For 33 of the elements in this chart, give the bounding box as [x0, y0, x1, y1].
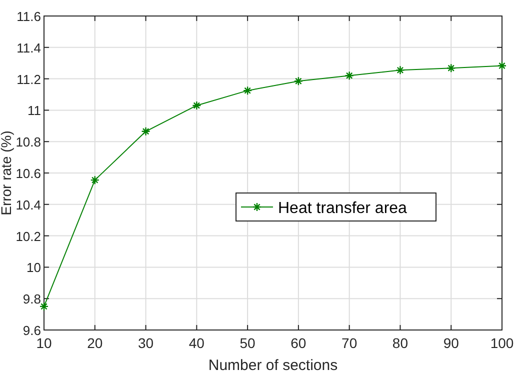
point [242, 86, 252, 96]
point [192, 100, 202, 110]
y-tick-label: 9.6 [22, 323, 41, 338]
legend-label: Heat transfer area [278, 200, 408, 217]
y-tick-label: 9.8 [22, 292, 41, 307]
x-tick-label: 50 [240, 335, 256, 351]
point [141, 126, 150, 136]
point [396, 66, 405, 75]
x-tick-label: 70 [342, 335, 358, 351]
point [39, 302, 49, 312]
y-tick-label: 11 [28, 103, 41, 118]
point [90, 175, 100, 185]
x-tick-label: 30 [138, 335, 154, 351]
x-tick-label: 20 [87, 335, 103, 351]
y-tick-label: 11.6 [16, 9, 41, 24]
y-tick-label: 11.2 [16, 72, 41, 87]
x-axis-title: Number of sections [208, 357, 338, 374]
y-tick-label: 10.6 [16, 166, 41, 181]
x-tick-label: 90 [443, 335, 460, 351]
point [344, 71, 354, 80]
y-tick-label: 10 [26, 260, 41, 276]
y-tick-label: 10.2 [16, 228, 41, 244]
x-tick-label: 40 [188, 335, 205, 351]
y-axis-title: Error rate (%) [0, 130, 14, 216]
point [446, 64, 456, 73]
x-tick-label: 60 [290, 335, 306, 351]
point [497, 61, 507, 70]
y-tick-label: 10.8 [16, 134, 41, 150]
y-tick-label: 11.4 [16, 40, 41, 56]
y-tick-label: 10.4 [16, 197, 41, 212]
x-tick-label: 80 [392, 335, 408, 351]
x-tick-label: 100 [490, 335, 514, 351]
point [294, 76, 304, 86]
